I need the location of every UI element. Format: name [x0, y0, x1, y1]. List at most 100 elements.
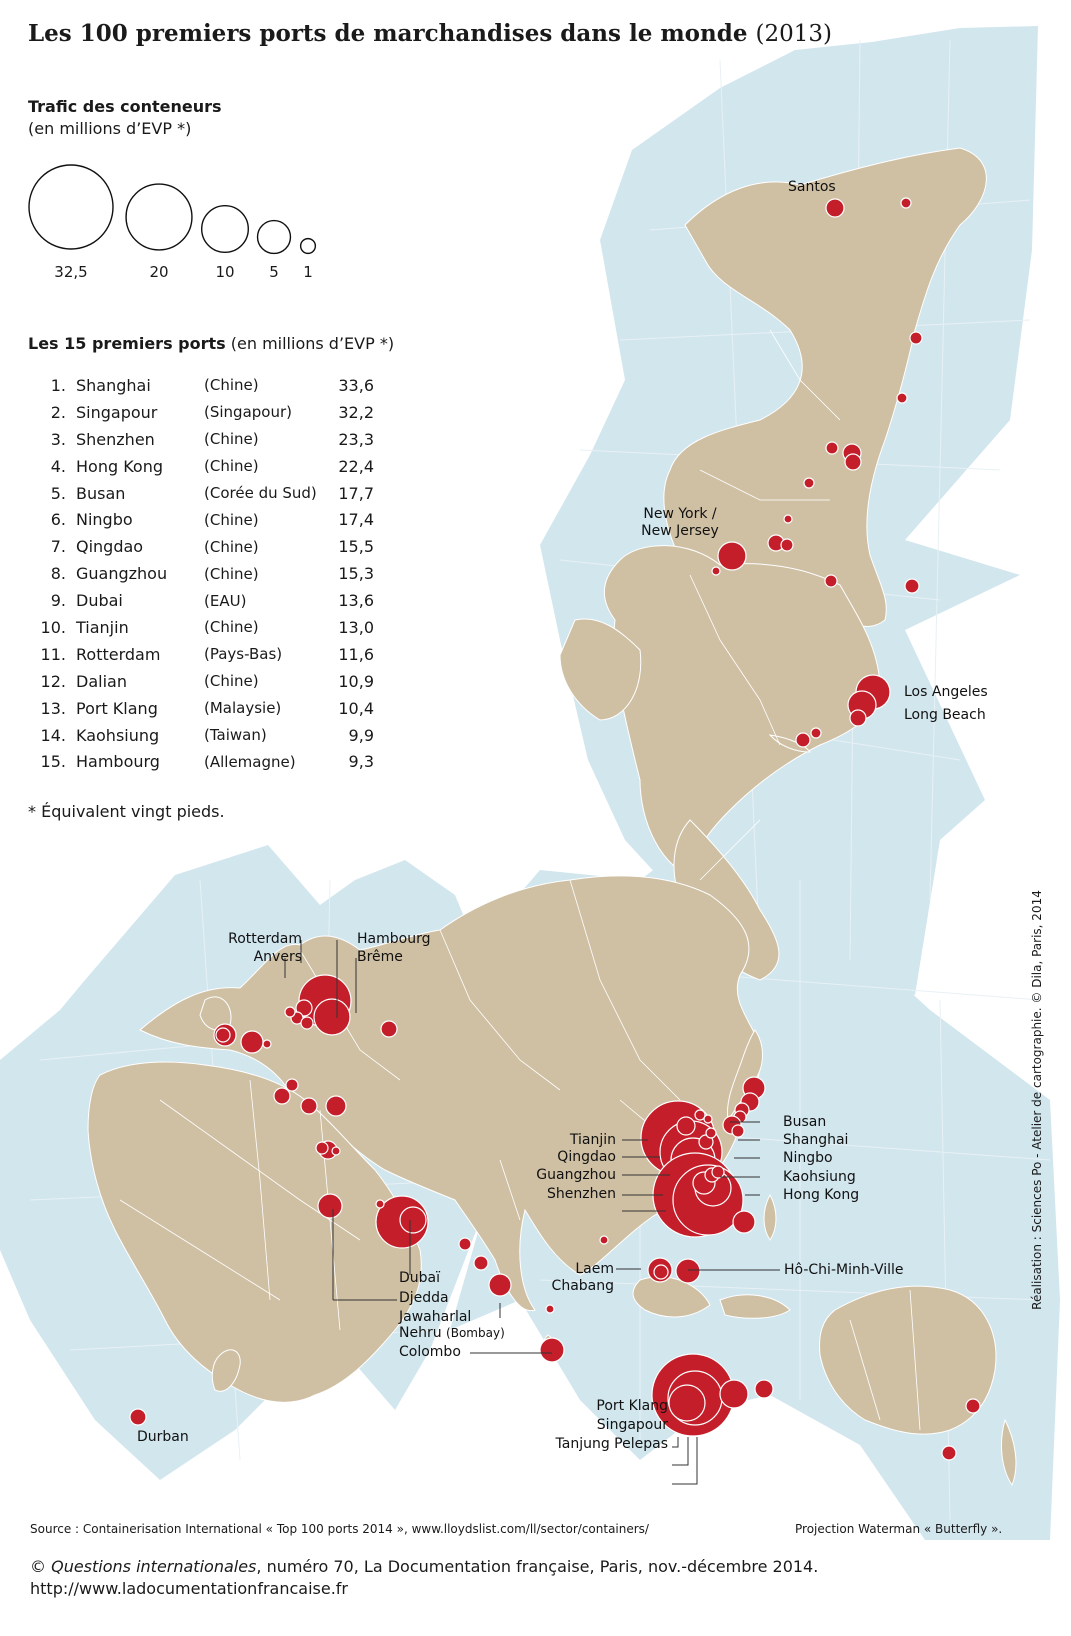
copyright-note: © Questions internationales, numéro 70, … — [30, 1556, 818, 1600]
port-circle — [317, 1193, 343, 1219]
ranking-value: 10,9 — [338, 671, 374, 691]
legend-circle-label-3: 10 — [215, 263, 235, 281]
land-indonesia-east — [719, 1294, 791, 1319]
ranking-rank: 3. — [50, 429, 66, 449]
ranking-value: 17,4 — [338, 510, 374, 530]
legend-circles — [28, 164, 317, 255]
land-borneo-sumatra — [632, 1276, 711, 1318]
label-shanghai: Shanghai — [783, 1132, 849, 1148]
ranking-row: 1. Shanghai (Chine) 33,6 — [26, 372, 374, 399]
label-nehru: Nehru — [399, 1325, 442, 1341]
port-circles — [129, 197, 981, 1461]
ranking-country: (Malaysie) — [204, 699, 282, 718]
ranking-rank: 9. — [50, 591, 66, 611]
legend-circle-label-2: 20 — [149, 263, 169, 281]
port-circle — [668, 1384, 706, 1422]
label-colombo: Colombo — [399, 1344, 461, 1360]
port-circle — [545, 1304, 555, 1314]
ranking-row: 10. Tianjin (Chine) 13,0 — [26, 614, 374, 641]
port-circle — [215, 1027, 231, 1043]
port-circle — [705, 1127, 717, 1139]
port-circle — [909, 331, 923, 345]
label-kaohsiung: Kaohsiung — [783, 1169, 856, 1185]
port-circle — [732, 1210, 756, 1234]
label-port-klang: Port Klang — [596, 1398, 668, 1414]
land-cuba — [768, 734, 811, 753]
ranking-value: 23,3 — [338, 429, 374, 449]
ranking-port: Rotterdam — [76, 644, 161, 664]
ranking-value: 32,2 — [338, 402, 374, 422]
ranking-value: 13,0 — [338, 617, 374, 637]
port-circle — [129, 1408, 147, 1426]
title-main: Les 100 premiers ports de marchandises d… — [28, 20, 748, 47]
port-circle — [285, 1078, 299, 1092]
ranking-heading-rest: (en millions d’EVP *) — [225, 334, 395, 353]
port-circle — [458, 1237, 472, 1251]
ranking-row: 12. Dalian (Chine) 10,9 — [26, 668, 374, 695]
label-durban: Durban — [137, 1429, 189, 1445]
ranking-row: 14. Kaohsiung (Taiwan) 9,9 — [26, 722, 374, 749]
copyright-url[interactable]: http://www.ladocumentationfrancaise.fr — [30, 1579, 348, 1598]
ranking-rank: 13. — [40, 698, 66, 718]
ranking-country: (Singapour) — [204, 403, 292, 422]
label-laem: Laem — [575, 1261, 614, 1277]
label-breme: Brême — [357, 949, 403, 965]
port-circle — [262, 1039, 272, 1049]
ranking-row: 5. Busan (Corée du Sud) 17,7 — [26, 480, 374, 507]
port-circle — [694, 1109, 706, 1121]
ranking-country: (Chine) — [204, 457, 259, 476]
ranking-value: 33,6 — [338, 375, 374, 395]
ranking-rank: 15. — [40, 752, 66, 772]
ranking-rank: 6. — [50, 510, 66, 530]
ranking-port: Dubai — [76, 591, 123, 611]
label-new-york-1: New York / — [643, 506, 717, 522]
ranking-row: 8. Guangzhou (Chine) 15,3 — [26, 560, 374, 587]
ranking-country: (Allemagne) — [204, 752, 296, 771]
land-australia — [819, 1285, 997, 1435]
ranking-country: (Pays-Bas) — [204, 645, 283, 664]
port-circle — [731, 1124, 745, 1138]
port-circle — [900, 197, 912, 209]
port-circle — [904, 578, 920, 594]
port-circle — [488, 1273, 512, 1297]
label-chabang: Chabang — [551, 1278, 614, 1294]
ranking-value: 17,7 — [338, 483, 374, 503]
label-djedda: Djedda — [399, 1290, 449, 1306]
ranking-rank: 7. — [50, 537, 66, 557]
source-note: Source : Containerisation International … — [30, 1522, 649, 1536]
legend-circle — [125, 183, 193, 251]
ranking-value: 11,6 — [338, 644, 374, 664]
legend-circle-label-4: 5 — [269, 263, 279, 281]
ranking-heading-bold: Les 15 premiers ports — [28, 334, 226, 353]
port-circle — [675, 1258, 701, 1284]
port-circle — [965, 1398, 981, 1414]
port-circle — [375, 1199, 385, 1209]
label-jawaharlal: Jawaharlal — [399, 1309, 472, 1325]
ranking-country: (Chine) — [204, 618, 259, 637]
legend-circle-label-5: 1 — [303, 263, 313, 281]
label-tianjin: Tianjin — [569, 1132, 616, 1148]
ranking-value: 9,9 — [348, 725, 374, 745]
legend-title: Trafic des conteneurs — [28, 97, 222, 116]
ranking-country: (Chine) — [204, 510, 259, 529]
port-circle — [284, 1006, 296, 1018]
ranking-port: Port Klang — [76, 698, 158, 718]
legend-circle — [28, 164, 114, 250]
ranking-rank: 5. — [50, 483, 66, 503]
ranking-port: Qingdao — [76, 537, 144, 557]
label-busan: Busan — [783, 1114, 827, 1130]
label-nehru-bombay: Nehru (Bombay) — [399, 1325, 505, 1342]
ranking-row: 11. Rotterdam (Pays-Bas) 11,6 — [26, 641, 374, 668]
ranking-country: (EAU) — [204, 591, 247, 610]
ranking-rank: 1. — [50, 375, 66, 395]
label-ho-chi-minh: Hô-Chi-Minh-Ville — [784, 1262, 904, 1278]
ranking-value: 13,6 — [338, 591, 374, 611]
ranking-rank: 8. — [50, 564, 66, 584]
label-bombay: (Bombay) — [446, 1326, 505, 1340]
port-circle — [325, 1095, 347, 1117]
ranking-port: Busan — [76, 483, 126, 503]
port-circle — [795, 732, 811, 748]
copyright-publication: Questions internationales — [51, 1557, 257, 1576]
port-circle — [783, 514, 793, 524]
label-tanjung-pelepas: Tanjung Pelepas — [555, 1436, 668, 1452]
